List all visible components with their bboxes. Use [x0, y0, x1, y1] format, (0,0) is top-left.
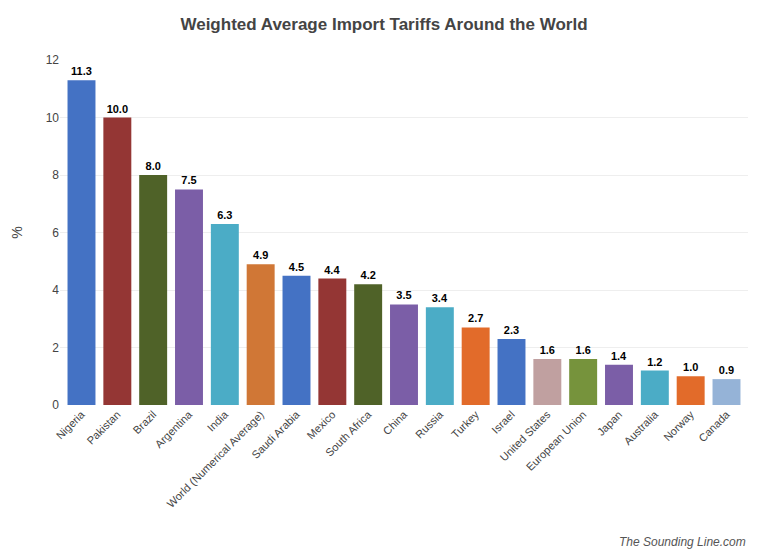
- svg-text:8.0: 8.0: [146, 160, 161, 172]
- svg-text:2: 2: [52, 341, 59, 355]
- svg-text:6.3: 6.3: [217, 209, 232, 221]
- svg-text:2.3: 2.3: [504, 324, 519, 336]
- svg-text:Weighted Average Import Tariff: Weighted Average Import Tariffs Around t…: [180, 15, 587, 34]
- svg-text:Norway: Norway: [661, 408, 696, 443]
- svg-text:7.5: 7.5: [181, 174, 196, 186]
- svg-text:1.6: 1.6: [540, 344, 555, 356]
- svg-text:Australia: Australia: [621, 408, 660, 447]
- svg-text:4.9: 4.9: [253, 249, 268, 261]
- svg-text:4.5: 4.5: [289, 261, 304, 273]
- svg-text:India: India: [205, 408, 231, 434]
- svg-text:4.4: 4.4: [324, 264, 340, 276]
- svg-text:12: 12: [46, 53, 60, 67]
- svg-text:1.2: 1.2: [647, 356, 662, 368]
- svg-text:Japan: Japan: [595, 408, 625, 438]
- svg-text:%: %: [9, 226, 25, 238]
- svg-text:1.4: 1.4: [611, 350, 627, 362]
- svg-text:11.3: 11.3: [71, 65, 92, 77]
- svg-text:Pakistan: Pakistan: [84, 408, 122, 446]
- svg-text:0.9: 0.9: [719, 364, 734, 376]
- svg-text:Israel: Israel: [489, 408, 517, 436]
- svg-text:World (Numerical Average): World (Numerical Average): [164, 408, 266, 510]
- svg-text:6: 6: [52, 226, 59, 240]
- svg-text:South Africa: South Africa: [323, 408, 374, 459]
- svg-text:Nigeria: Nigeria: [54, 408, 88, 442]
- svg-text:2.7: 2.7: [468, 312, 483, 324]
- svg-text:4.2: 4.2: [361, 269, 376, 281]
- svg-text:3.4: 3.4: [432, 292, 448, 304]
- svg-text:0: 0: [52, 398, 59, 412]
- svg-text:Mexico: Mexico: [305, 408, 338, 441]
- svg-text:China: China: [380, 408, 409, 437]
- svg-text:1.6: 1.6: [576, 344, 591, 356]
- svg-text:10: 10: [46, 111, 60, 125]
- svg-text:Canada: Canada: [696, 408, 732, 444]
- svg-text:Saudi Arabia: Saudi Arabia: [249, 408, 302, 461]
- svg-text:Russia: Russia: [413, 408, 446, 441]
- svg-text:Turkey: Turkey: [449, 408, 481, 440]
- svg-text:8: 8: [52, 168, 59, 182]
- svg-text:Brazil: Brazil: [131, 408, 159, 436]
- svg-text:European Union: European Union: [524, 408, 589, 473]
- svg-text:United States: United States: [497, 408, 553, 464]
- svg-text:Argentina: Argentina: [153, 408, 195, 450]
- svg-text:10.0: 10.0: [107, 103, 128, 115]
- svg-text:The Sounding Line.com: The Sounding Line.com: [619, 535, 746, 549]
- svg-text:3.5: 3.5: [396, 289, 411, 301]
- svg-text:4: 4: [52, 283, 59, 297]
- svg-text:1.0: 1.0: [683, 361, 698, 373]
